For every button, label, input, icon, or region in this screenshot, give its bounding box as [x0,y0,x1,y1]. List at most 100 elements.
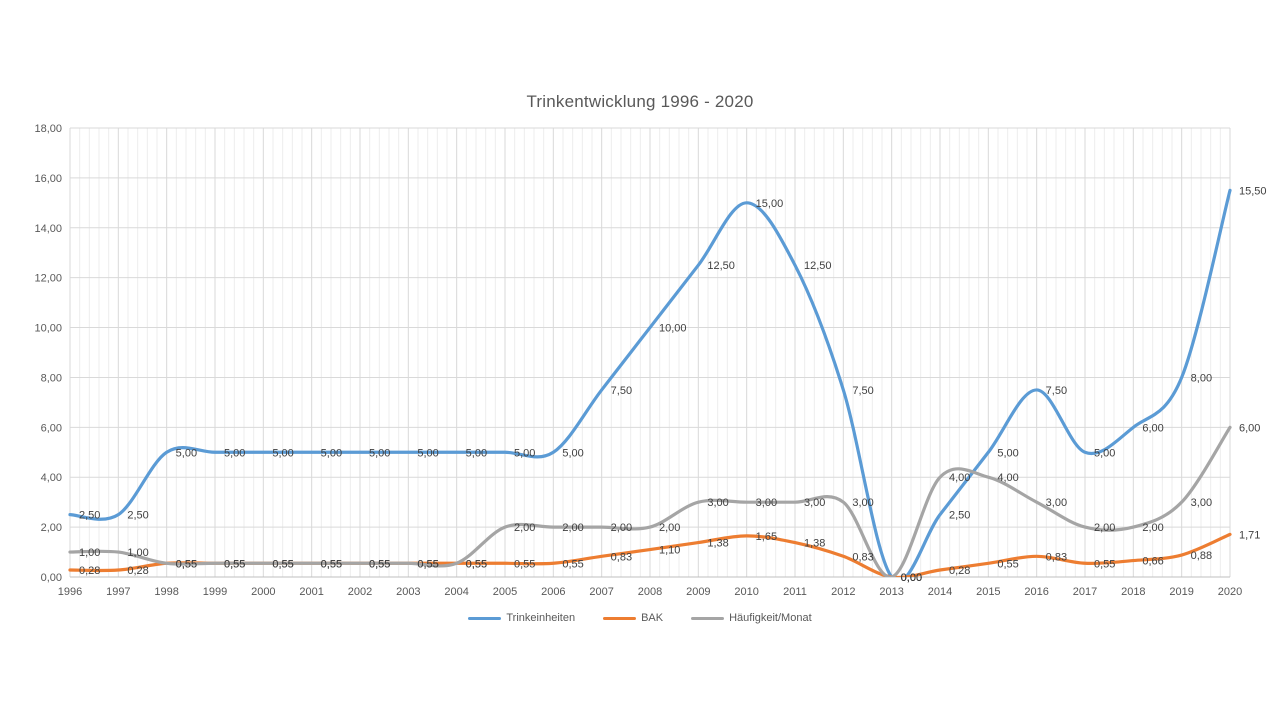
series-line-0[interactable] [68,188,1232,581]
legend-label-trinkeinheiten: Trinkeinheiten [506,612,576,624]
legend-line-swatch-haeufigkeit-monat [691,616,725,620]
data-label: 0,55 [321,558,342,570]
legend-item-trinkeinheiten[interactable]: Trinkeinheiten [468,612,575,624]
data-label: 5,00 [514,447,535,459]
data-label: 2,00 [562,522,583,534]
series-line-2[interactable] [68,425,1232,577]
data-label: 5,00 [997,447,1018,459]
data-label: 15,50 [1239,185,1267,197]
legend-item-haeufigkeit-monat[interactable]: Häufigkeit/Monat [691,612,812,624]
x-tick-label: 2020 [1218,586,1242,598]
data-label: 0,55 [272,558,293,570]
data-label: 0,83 [611,551,632,563]
y-tick-label: 18,00 [34,123,62,135]
data-label: 4,00 [997,472,1018,484]
data-label: 1,71 [1239,529,1260,541]
data-label: 5,00 [417,447,438,459]
data-label: 1,38 [804,538,825,550]
y-tick-label: 12,00 [34,273,62,285]
x-tick-label: 2012 [831,586,855,598]
data-label: 0,55 [466,558,487,570]
y-tick-label: 10,00 [34,323,62,335]
data-label: 2,00 [611,522,632,534]
x-tick-label: 2002 [348,586,372,598]
legend-item-bak[interactable]: BAK [603,612,663,624]
y-tick-label: 4,00 [41,472,62,484]
data-label: 0,83 [852,551,873,563]
data-label: 0,55 [176,558,197,570]
x-tick-label: 2015 [976,586,1000,598]
series-lines [68,188,1232,581]
y-tick-label: 8,00 [41,372,62,384]
data-label: 0,88 [1191,550,1212,562]
legend: Trinkeinheiten BAK Häufigkeit/Monat [0,612,1280,624]
data-label: 5,00 [176,447,197,459]
data-label: 2,50 [79,510,100,522]
data-label: 3,00 [1191,497,1212,509]
data-label: 6,00 [1239,422,1260,434]
data-label: 0,55 [514,558,535,570]
data-label: 2,00 [659,522,680,534]
data-label: 6,00 [1142,422,1163,434]
data-label: 5,00 [562,447,583,459]
x-tick-label: 2005 [493,586,517,598]
data-label: 0,00 [901,572,922,584]
data-label: 0,55 [369,558,390,570]
x-tick-label: 2006 [541,586,565,598]
x-tick-label: 1997 [106,586,130,598]
data-label: 3,00 [707,497,728,509]
x-tick-label: 2019 [1169,586,1193,598]
x-tick-label: 2018 [1121,586,1145,598]
data-label: 0,66 [1142,556,1163,568]
data-label: 0,55 [562,558,583,570]
y-tick-label: 0,00 [41,572,62,584]
data-label: 1,10 [659,545,680,557]
x-tick-label: 2017 [1073,586,1097,598]
legend-label-bak: BAK [641,612,664,624]
data-label: 1,38 [707,538,728,550]
data-label: 8,00 [1191,372,1212,384]
data-label: 0,55 [224,558,245,570]
data-label: 7,50 [611,385,632,397]
legend-line-swatch-bak [603,616,637,620]
data-label: 0,55 [224,558,245,570]
data-label: 7,50 [1046,385,1067,397]
x-tick-label: 2004 [444,586,468,598]
data-label: 2,00 [1094,522,1115,534]
chart-title: Trinkentwicklung 1996 - 2020 [526,92,754,111]
data-label: 2,50 [127,510,148,522]
data-label: 3,00 [804,497,825,509]
data-label: 0,28 [79,565,100,577]
x-tick-label: 2000 [251,586,275,598]
data-label: 5,00 [321,447,342,459]
data-label: 0,00 [901,572,922,584]
data-label: 2,00 [1142,522,1163,534]
data-label: 2,00 [514,522,535,534]
x-axis-labels: 1996 1997 1998 1999 2000 2001 2002 2003 2004 2005… [58,586,1242,598]
y-axis-labels: 0,00 2,00 4,00 6,00 8,00 10,00 12,00 14,00 16,00… [34,123,62,584]
data-label: 3,00 [756,497,777,509]
y-tick-label: 14,00 [34,223,62,235]
data-label: 0,55 [272,558,293,570]
x-tick-label: 2003 [396,586,420,598]
data-label: 12,50 [707,260,735,272]
x-tick-label: 2008 [638,586,662,598]
data-label: 0,55 [1094,558,1115,570]
data-label: 5,00 [272,447,293,459]
data-label: 4,00 [949,472,970,484]
data-label: 1,65 [756,531,777,543]
data-label: 5,00 [1094,447,1115,459]
minor-gridlines [79,128,1221,577]
data-label: 3,00 [1046,497,1067,509]
y-tick-label: 2,00 [41,522,62,534]
data-label: 5,00 [224,447,245,459]
data-label: 0,83 [1046,551,1067,563]
data-label: 15,00 [756,198,784,210]
data-label: 1,00 [127,547,148,559]
data-label: 3,00 [852,497,873,509]
x-tick-label: 2009 [686,586,710,598]
legend-label-haeufigkeit-monat: Häufigkeit/Monat [729,612,812,624]
data-label: 0,55 [369,558,390,570]
x-tick-label: 2007 [589,586,613,598]
